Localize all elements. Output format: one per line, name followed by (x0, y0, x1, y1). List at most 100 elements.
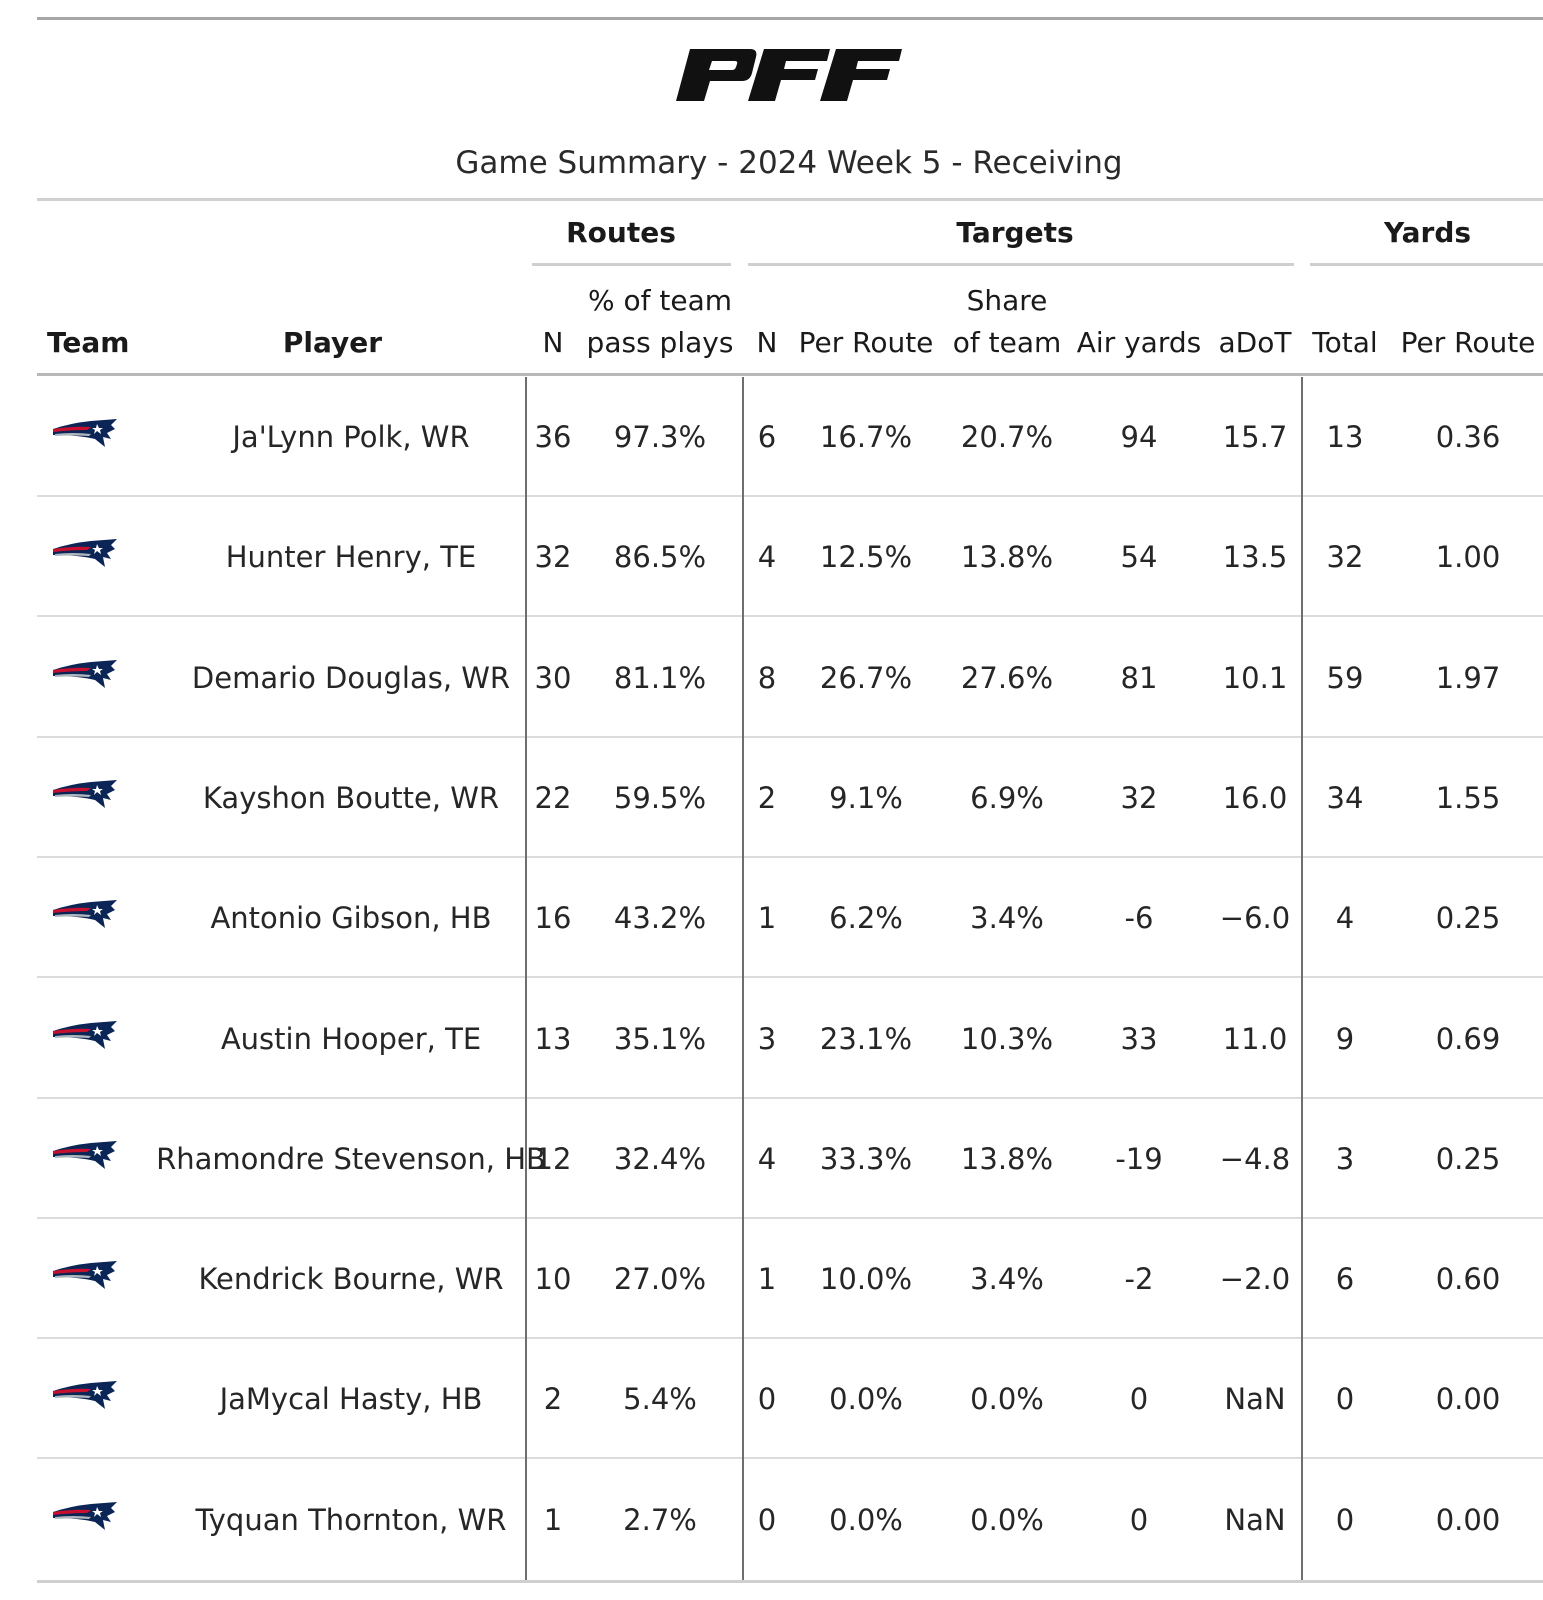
patriots-logo-icon (53, 1140, 117, 1169)
cell-adot: −4.8 (1219, 1141, 1291, 1176)
column-header-air-yards: Air yards (1076, 326, 1202, 359)
cell-targets-per-route: 26.7% (819, 660, 913, 695)
cell-player: Kayshon Boutte, WR (202, 780, 500, 815)
cell-adot: 10.1 (1222, 660, 1288, 695)
cell-adot: NaN (1224, 1382, 1286, 1417)
cell-adot: −2.0 (1219, 1262, 1291, 1297)
group-label-targets: Targets (956, 216, 1074, 249)
group-label-routes: Routes (566, 216, 676, 249)
cell-yards-per-route: 1.97 (1435, 660, 1501, 695)
cell-routes-pct: 86.5% (613, 540, 707, 575)
table-row: Kayshon Boutte, WR 22 59.5% 2 9.1% 6.9% 32 16.0… (37, 738, 1543, 858)
column-header-adot: aDoT (1218, 326, 1292, 359)
bottom-divider (37, 1580, 1543, 1583)
cell-yards-total: 9 (1335, 1021, 1355, 1056)
cell-adot: −6.0 (1219, 901, 1291, 936)
patriots-logo-icon (53, 659, 117, 688)
column-header-yards-per-route: Per Route (1400, 326, 1536, 359)
cell-routes-pct: 97.3% (613, 420, 707, 454)
cell-targets-per-route: 0.0% (829, 1502, 903, 1537)
cell-yards-total: 6 (1335, 1262, 1355, 1297)
cell-yards-per-route: 0.36 (1435, 420, 1501, 454)
column-header-targets-n: N (756, 326, 778, 359)
table-row: Antonio Gibson, HB 16 43.2% 1 6.2% 3.4% -6 −6.0… (37, 858, 1543, 979)
cell-adot: 16.0 (1222, 780, 1288, 815)
cell-yards-per-route: 1.00 (1435, 540, 1501, 575)
cell-routes-pct: 35.1% (613, 1021, 707, 1056)
cell-yards-total: 59 (1326, 660, 1364, 695)
cell-player: Austin Hooper, TE (220, 1021, 482, 1056)
group-underline-routes (532, 263, 731, 266)
cell-routes-n: 13 (534, 1021, 572, 1056)
cell-targets-n: 1 (757, 901, 777, 936)
cell-player: JaMycal Hasty, HB (219, 1382, 483, 1417)
patriots-logo-icon (53, 900, 117, 929)
cell-routes-pct: 2.7% (623, 1502, 697, 1537)
table-row: Austin Hooper, TE 13 35.1% 3 23.1% 10.3% 33 11.… (37, 979, 1543, 1099)
column-header-team: Team (47, 326, 130, 359)
group-label-yards: Yards (1383, 216, 1472, 249)
table-row: Rhamondre Stevenson, HB 12 32.4% 4 33.3% 13.8… (37, 1099, 1543, 1219)
row-divider (37, 735, 1543, 738)
cell-targets-per-route: 6.2% (829, 901, 903, 936)
cell-air-yards: 32 (1120, 780, 1158, 815)
cell-routes-n: 12 (534, 1141, 572, 1176)
row-divider (37, 495, 1543, 497)
column-separator-targets (742, 377, 744, 1580)
cell-targets-per-route: 9.1% (829, 780, 903, 815)
cell-yards-total: 0 (1335, 1502, 1355, 1537)
cell-targets-share: 27.6% (960, 660, 1054, 695)
cell-targets-n: 0 (757, 1502, 777, 1537)
table-row: Hunter Henry, TE 32 86.5% 4 12.5% 13.8% 54 13.5… (37, 497, 1543, 618)
cell-routes-n: 30 (534, 660, 572, 695)
group-underline-targets (748, 263, 1294, 266)
cell-player: Hunter Henry, TE (225, 540, 477, 575)
cell-yards-total: 4 (1335, 901, 1355, 936)
cell-targets-n: 6 (757, 420, 777, 454)
cell-routes-pct: 27.0% (613, 1262, 707, 1297)
cell-routes-pct: 43.2% (613, 901, 707, 936)
patriots-logo-icon (53, 1020, 117, 1049)
cell-yards-per-route: 0.69 (1435, 1021, 1501, 1056)
cell-player: Antonio Gibson, HB (210, 901, 492, 936)
cell-air-yards: -19 (1115, 1141, 1163, 1176)
cell-yards-per-route: 1.55 (1435, 780, 1501, 815)
row-divider (37, 855, 1543, 858)
cell-routes-n: 1 (543, 1502, 563, 1537)
table-row: Ja'Lynn Polk, WR 36 97.3% 6 16.7% 20.7% 94 15.7… (37, 377, 1543, 497)
title-divider (37, 198, 1543, 201)
cell-yards-total: 32 (1326, 540, 1364, 575)
cell-yards-per-route: 0.00 (1435, 1502, 1501, 1537)
column-header-routes-n: N (542, 326, 564, 359)
table-row: Demario Douglas, WR 30 81.1% 8 26.7% 27.6% 81 1… (37, 618, 1543, 738)
cell-targets-share: 6.9% (970, 780, 1044, 815)
cell-yards-per-route: 0.60 (1435, 1262, 1501, 1297)
cell-adot: 11.0 (1222, 1021, 1288, 1056)
cell-targets-n: 4 (757, 540, 777, 575)
patriots-logo-icon (53, 1381, 117, 1410)
cell-player: Rhamondre Stevenson, HB (156, 1141, 546, 1176)
cell-yards-total: 34 (1326, 780, 1364, 815)
cell-targets-n: 2 (757, 780, 777, 815)
row-divider (37, 976, 1543, 979)
cell-targets-per-route: 12.5% (819, 540, 913, 575)
cell-targets-share: 0.0% (970, 1502, 1044, 1537)
column-header-player: Player (282, 326, 383, 359)
pff-logo-icon (676, 49, 902, 101)
row-divider (37, 1457, 1543, 1460)
column-header-yards-total: Total (1312, 326, 1378, 359)
cell-air-yards: 54 (1120, 540, 1158, 575)
cell-player: Ja'Lynn Polk, WR (232, 420, 470, 454)
cell-routes-pct: 59.5% (613, 780, 707, 815)
patriots-logo-icon (53, 779, 117, 808)
table-row: JaMycal Hasty, HB 2 5.4% 0 0.0% 0.0% 0 NaN 0 0.00 (37, 1339, 1543, 1460)
cell-air-yards: 0 (1129, 1382, 1149, 1417)
table-row: Tyquan Thornton, WR 1 2.7% 0 0.0% 0.0% 0 NaN 0 0.… (37, 1460, 1543, 1580)
cell-targets-n: 0 (757, 1382, 777, 1417)
cell-targets-share: 10.3% (960, 1021, 1054, 1056)
cell-targets-n: 1 (757, 1262, 777, 1297)
patriots-logo-icon (53, 1501, 117, 1530)
cell-yards-total: 13 (1326, 420, 1364, 454)
column-separator-routes (525, 377, 527, 1580)
